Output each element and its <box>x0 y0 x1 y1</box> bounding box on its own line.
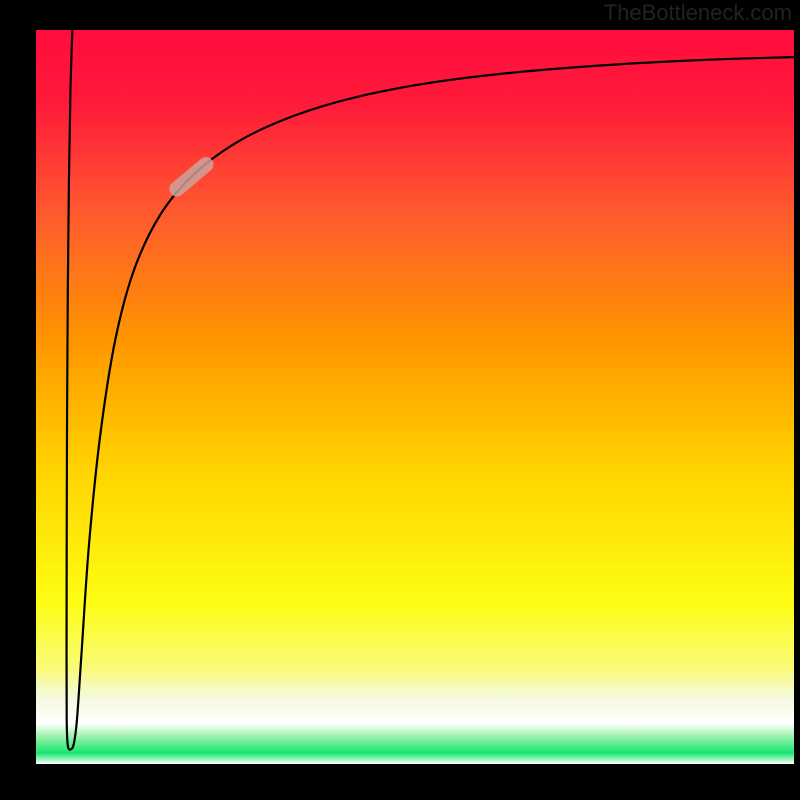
plot-background <box>36 30 794 764</box>
attribution-text: TheBottleneck.com <box>604 0 792 26</box>
chart-root: TheBottleneck.com <box>0 0 800 800</box>
bottleneck-chart <box>0 0 800 800</box>
